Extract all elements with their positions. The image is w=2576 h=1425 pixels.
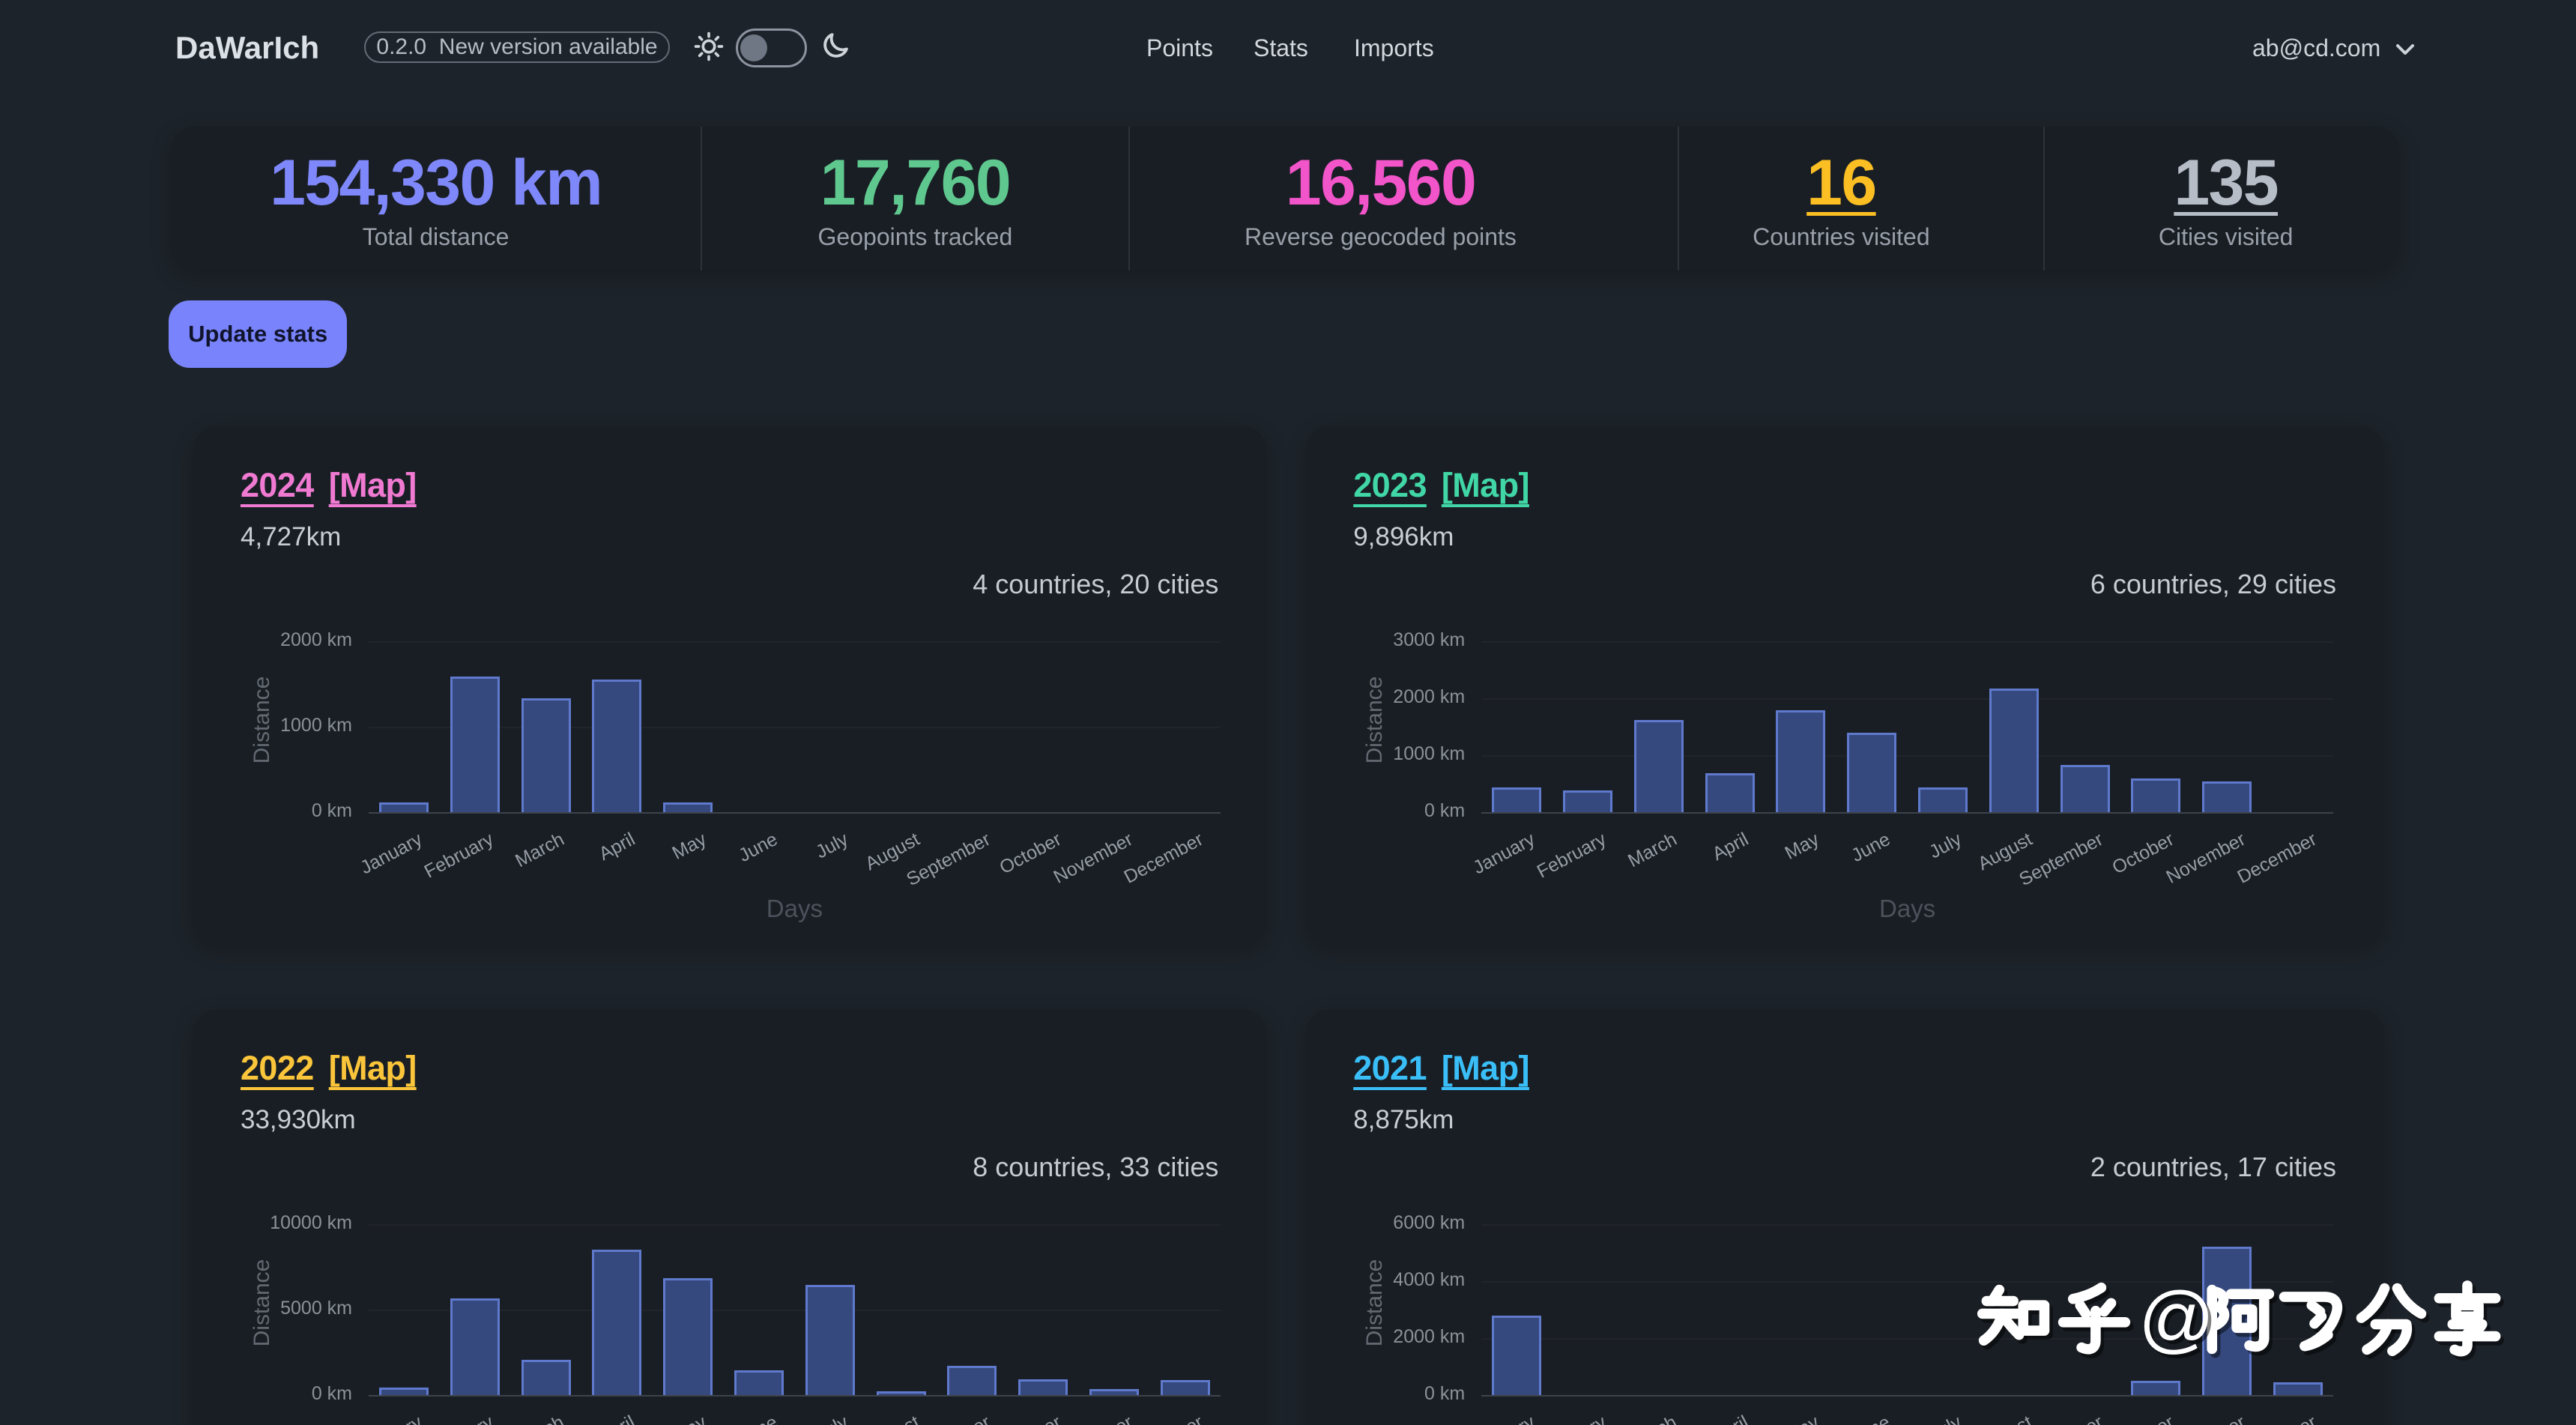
svg-text:@: @ [2141,1280,2218,1364]
svg-text:@: @ [2138,1277,2215,1361]
